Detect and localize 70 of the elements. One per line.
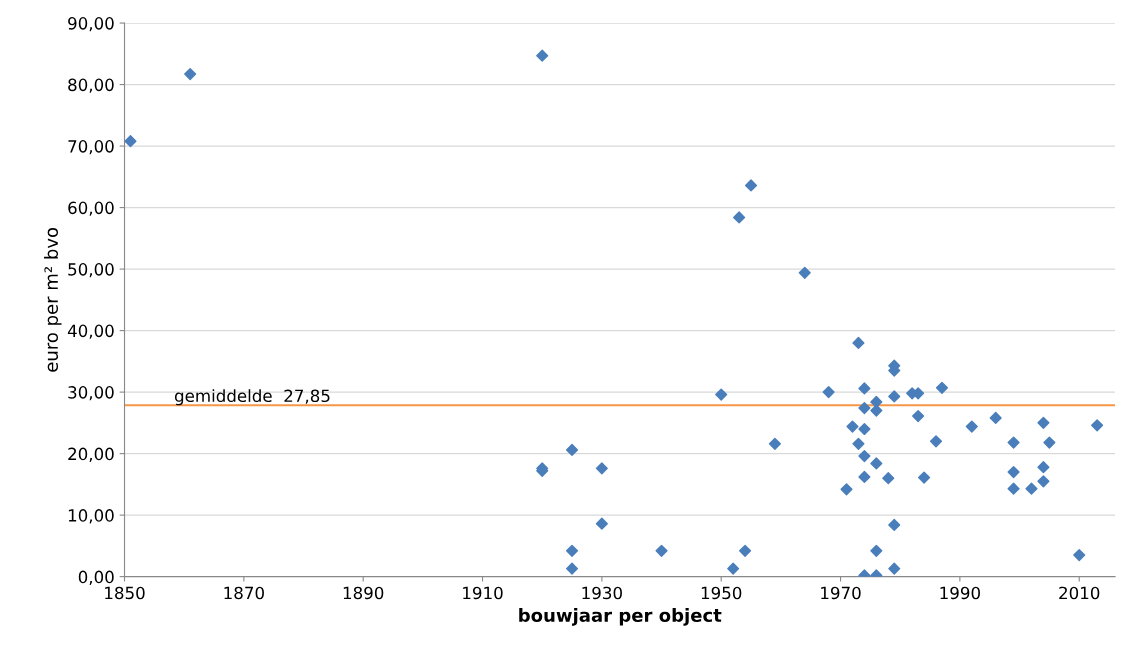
point xyxy=(727,562,740,575)
point xyxy=(858,402,871,415)
x-tick-label: 1910 xyxy=(463,586,503,600)
point xyxy=(858,449,871,463)
point xyxy=(1007,436,1020,449)
y-tick-label: 10,00 xyxy=(68,509,114,524)
y-tick-label: 70,00 xyxy=(68,140,114,155)
y-tick-label: 50,00 xyxy=(68,263,114,278)
point xyxy=(840,483,853,496)
y-tick-label: 40,00 xyxy=(67,324,114,339)
x-tick-label: 1870 xyxy=(224,586,264,600)
ref-line-label: gemiddelde 27,85 xyxy=(174,389,330,406)
x-tick-label: 2010 xyxy=(1059,586,1100,600)
point xyxy=(595,462,608,475)
y-tick-label: 30,00 xyxy=(68,386,114,401)
x-tick-label: 1970 xyxy=(821,586,861,600)
point xyxy=(715,388,728,401)
y-tick-label: 90,00 xyxy=(68,17,114,32)
point xyxy=(888,562,901,575)
y-tick-label: 80,00 xyxy=(68,78,114,93)
point xyxy=(870,544,883,557)
point xyxy=(989,411,1002,425)
point xyxy=(565,544,579,557)
point xyxy=(888,390,901,403)
point xyxy=(1007,482,1020,495)
point xyxy=(935,381,949,394)
point xyxy=(738,544,752,557)
point xyxy=(1073,549,1086,562)
point xyxy=(1037,416,1050,429)
y-tick-label: 20,00 xyxy=(68,447,114,462)
point xyxy=(1007,465,1020,479)
x-tick-label: 1990 xyxy=(940,586,980,600)
y-tick-label: 60,00 xyxy=(68,201,114,216)
x-tick-label: 1890 xyxy=(343,586,384,600)
point xyxy=(870,457,883,470)
point xyxy=(733,211,746,224)
point xyxy=(858,382,871,395)
point xyxy=(565,443,579,456)
point xyxy=(888,518,901,532)
point xyxy=(744,179,758,192)
point xyxy=(184,68,197,81)
point xyxy=(852,437,865,450)
x-tick-label: 1850 xyxy=(105,586,145,600)
point xyxy=(1091,419,1104,432)
y-tick-label: 0,00 xyxy=(78,570,114,585)
point xyxy=(1037,475,1050,488)
point xyxy=(565,562,579,575)
point xyxy=(912,410,925,423)
point xyxy=(1037,461,1050,474)
point xyxy=(1043,436,1056,449)
point xyxy=(1025,482,1038,495)
point xyxy=(595,517,608,530)
point xyxy=(124,135,137,148)
point xyxy=(858,470,871,484)
y-axis-title: euro per m² bvo xyxy=(44,227,62,372)
x-tick-label: 1950 xyxy=(701,586,742,600)
point xyxy=(858,422,871,436)
point xyxy=(929,435,943,448)
x-tick-label: 1930 xyxy=(582,586,622,600)
point xyxy=(852,336,865,349)
point xyxy=(655,544,668,557)
point xyxy=(882,472,895,485)
point xyxy=(918,471,931,484)
point xyxy=(536,49,549,62)
point xyxy=(965,420,978,433)
point xyxy=(768,437,781,450)
point xyxy=(846,420,859,433)
x-axis-title: bouwjaar per object xyxy=(519,608,722,626)
point xyxy=(822,386,835,399)
point xyxy=(798,266,811,279)
